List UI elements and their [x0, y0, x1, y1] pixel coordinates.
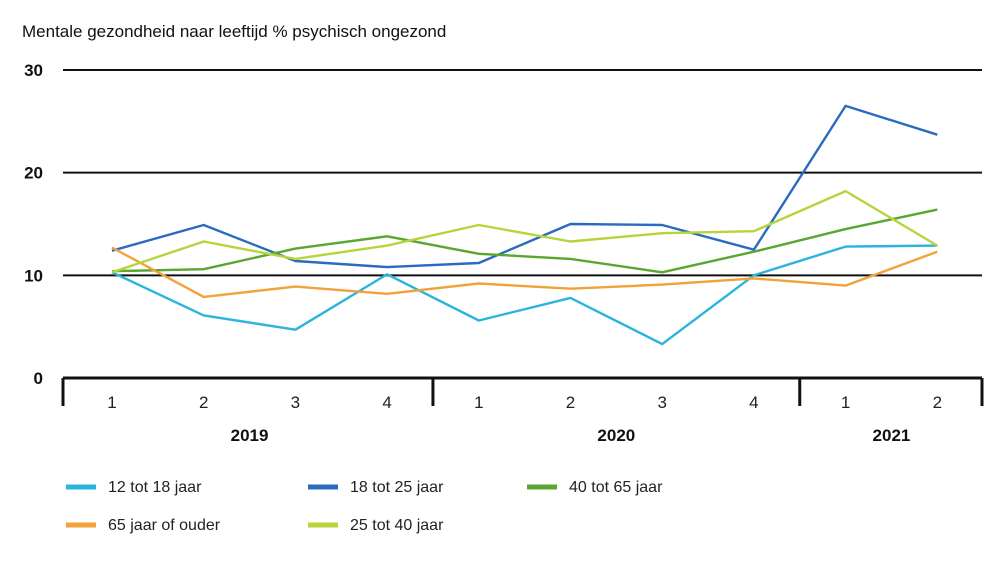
- series-line: [111, 104, 938, 269]
- y-tick-label: 0: [34, 369, 43, 388]
- x-group-label: 2019: [231, 426, 269, 445]
- legend-label: 40 tot 65 jaar: [569, 479, 663, 496]
- x-group-label: 2021: [873, 426, 911, 445]
- x-tick-label: 4: [382, 393, 391, 412]
- legend-label: 12 tot 18 jaar: [108, 479, 202, 496]
- legend-label: 25 tot 40 jaar: [350, 517, 444, 534]
- legend-item: 65 jaar of ouder: [66, 517, 221, 534]
- x-tick-label: 2: [199, 393, 208, 412]
- series-line: [111, 244, 938, 346]
- legend-item: 40 tot 65 jaar: [527, 479, 663, 496]
- y-axis-ticks: 30 20 10 0: [24, 61, 43, 388]
- x-tick-label: 3: [657, 393, 666, 412]
- legend: 12 tot 18 jaar 18 tot 25 jaar 40 tot 65 ja…: [66, 479, 663, 534]
- legend-item: 25 tot 40 jaar: [308, 517, 444, 534]
- chart-title: Mentale gezondheid naar leeftijd % psych…: [22, 22, 446, 41]
- x-tick-label: 1: [841, 393, 850, 412]
- y-tick-label: 20: [24, 164, 43, 183]
- x-tick-label: 2: [933, 393, 942, 412]
- series-line: [111, 189, 938, 274]
- gridlines: [63, 69, 982, 277]
- legend-item: 18 tot 25 jaar: [308, 479, 444, 496]
- legend-item: 12 tot 18 jaar: [66, 479, 202, 496]
- legend-label: 65 jaar of ouder: [108, 517, 221, 534]
- x-tick-label: 3: [291, 393, 300, 412]
- y-tick-label: 30: [24, 61, 43, 80]
- series-line: [111, 208, 938, 274]
- x-tick-label: 1: [474, 393, 483, 412]
- legend-label: 18 tot 25 jaar: [350, 479, 444, 496]
- series-lines: [111, 104, 938, 346]
- x-tick-label: 4: [749, 393, 758, 412]
- x-tick-label: 2: [566, 393, 575, 412]
- x-axis: 2019 2020 2021 1 2 3 4 1 2 3 4 1 2: [61, 376, 984, 445]
- x-tick-label: 1: [107, 393, 116, 412]
- y-tick-label: 10: [24, 266, 43, 285]
- series-line: [111, 246, 938, 299]
- x-group-label: 2020: [597, 426, 635, 445]
